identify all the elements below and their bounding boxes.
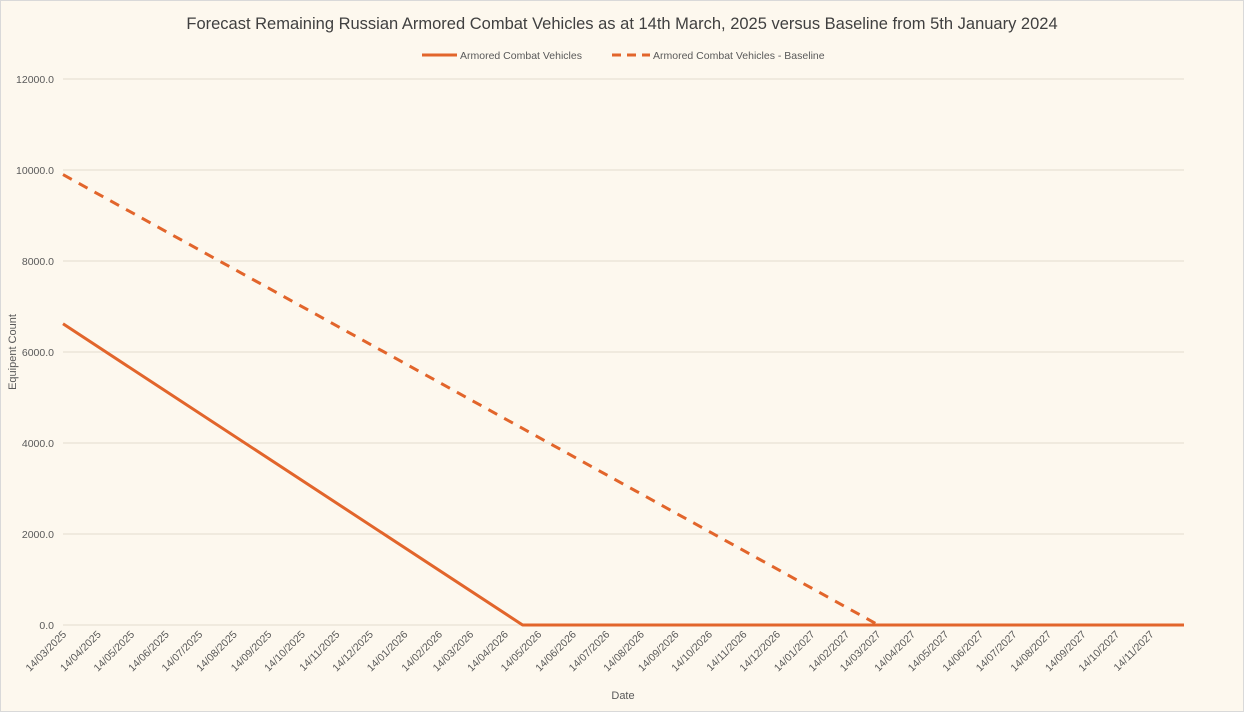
legend-label-series-0: Armored Combat Vehicles [460, 50, 582, 62]
series-line-1 [62, 173, 880, 627]
y-tick-label: 8000.0 [22, 256, 54, 268]
y-axis-ticks: 0.0 2000.0 4000.0 6000.0 8000.0 10000.0 12000.… [16, 74, 54, 632]
series-lines [62, 173, 1184, 627]
gridlines [63, 78, 1184, 626]
y-tick-label: 4000.0 [22, 438, 54, 450]
y-tick-label: 6000.0 [22, 347, 54, 359]
y-axis-title: Equipent Count [7, 314, 19, 390]
x-axis-ticks: 14/03/202514/04/202514/05/202514/06/2025… [23, 629, 1156, 675]
legend-entry-series-1: Armored Combat Vehicles - Baseline [612, 50, 825, 62]
y-tick-label: 2000.0 [22, 529, 54, 541]
legend-label-series-1: Armored Combat Vehicles - Baseline [653, 50, 825, 62]
legend: Armored Combat Vehicles Armored Combat V… [422, 50, 825, 62]
series-line-0 [62, 322, 1184, 627]
y-tick-label: 10000.0 [16, 165, 54, 177]
x-axis-title: Date [611, 690, 634, 702]
chart-title: Forecast Remaining Russian Armored Comba… [186, 15, 1057, 33]
y-tick-label: 12000.0 [16, 74, 54, 86]
y-tick-label: 0.0 [39, 620, 54, 632]
legend-entry-series-0: Armored Combat Vehicles [422, 50, 582, 62]
